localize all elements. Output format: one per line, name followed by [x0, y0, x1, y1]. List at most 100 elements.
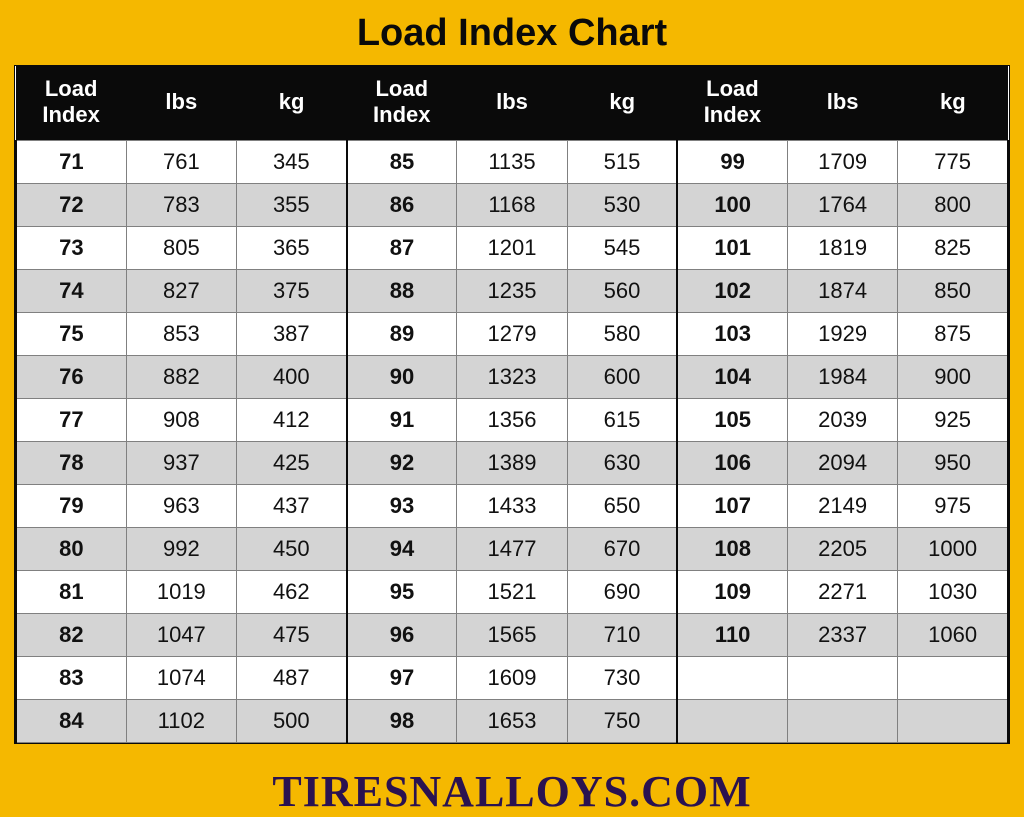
- cell-value: 925: [898, 399, 1008, 442]
- col-header: lbs: [126, 66, 236, 141]
- cell-load-index: 107: [677, 485, 787, 528]
- cell-value: 1819: [788, 227, 898, 270]
- cell-value: 530: [567, 184, 677, 227]
- cell-value: 1929: [788, 313, 898, 356]
- cell-value: 1060: [898, 614, 1008, 657]
- cell-value: 937: [126, 442, 236, 485]
- cell-value: 2271: [788, 571, 898, 614]
- header-row: Load IndexlbskgLoad IndexlbskgLoad Index…: [16, 66, 1008, 141]
- cell-value: 630: [567, 442, 677, 485]
- cell-load-index: 108: [677, 528, 787, 571]
- cell-value: 800: [898, 184, 1008, 227]
- cell-value: 1047: [126, 614, 236, 657]
- cell-load-index: 106: [677, 442, 787, 485]
- cell-value: 425: [236, 442, 346, 485]
- cell-value: 1279: [457, 313, 567, 356]
- page-title: Load Index Chart: [357, 12, 667, 55]
- table-header: Load IndexlbskgLoad IndexlbskgLoad Index…: [16, 66, 1008, 141]
- cell-value: 1135: [457, 141, 567, 184]
- cell-value: 875: [898, 313, 1008, 356]
- table-row: 727833558611685301001764800: [16, 184, 1008, 227]
- cell-value: 908: [126, 399, 236, 442]
- cell-value: 2337: [788, 614, 898, 657]
- cell-value: 412: [236, 399, 346, 442]
- cell-value: 650: [567, 485, 677, 528]
- cell-value: 850: [898, 270, 1008, 313]
- cell-value: [898, 700, 1008, 743]
- col-header: lbs: [457, 66, 567, 141]
- cell-value: 900: [898, 356, 1008, 399]
- cell-value: 1653: [457, 700, 567, 743]
- cell-value: 1764: [788, 184, 898, 227]
- cell-value: 1019: [126, 571, 236, 614]
- cell-load-index: 103: [677, 313, 787, 356]
- cell-load-index: 102: [677, 270, 787, 313]
- cell-load-index: 96: [347, 614, 457, 657]
- cell-value: 775: [898, 141, 1008, 184]
- cell-value: 387: [236, 313, 346, 356]
- cell-value: 1984: [788, 356, 898, 399]
- table-row: 841102500981653750: [16, 700, 1008, 743]
- cell-value: 1477: [457, 528, 567, 571]
- cell-value: 462: [236, 571, 346, 614]
- cell-value: 963: [126, 485, 236, 528]
- cell-value: 600: [567, 356, 677, 399]
- cell-value: 805: [126, 227, 236, 270]
- cell-value: 515: [567, 141, 677, 184]
- table-row: 768824009013236001041984900: [16, 356, 1008, 399]
- cell-load-index: 97: [347, 657, 457, 700]
- cell-load-index: 100: [677, 184, 787, 227]
- cell-value: 545: [567, 227, 677, 270]
- cell-load-index: 110: [677, 614, 787, 657]
- cell-value: 710: [567, 614, 677, 657]
- table-row: 71761345851135515991709775: [16, 141, 1008, 184]
- cell-value: [898, 657, 1008, 700]
- cell-load-index: 101: [677, 227, 787, 270]
- col-header: kg: [567, 66, 677, 141]
- cell-load-index: 83: [16, 657, 126, 700]
- cell-value: 2149: [788, 485, 898, 528]
- cell-value: 2094: [788, 442, 898, 485]
- col-header: kg: [236, 66, 346, 141]
- cell-value: 1074: [126, 657, 236, 700]
- table-row: 831074487971609730: [16, 657, 1008, 700]
- cell-value: 2039: [788, 399, 898, 442]
- cell-value: 375: [236, 270, 346, 313]
- cell-value: 560: [567, 270, 677, 313]
- cell-value: 882: [126, 356, 236, 399]
- cell-value: 827: [126, 270, 236, 313]
- cell-value: 1874: [788, 270, 898, 313]
- table-row: 738053658712015451011819825: [16, 227, 1008, 270]
- cell-load-index: 94: [347, 528, 457, 571]
- table-body: 7176134585113551599170977572783355861168…: [16, 141, 1008, 743]
- cell-load-index: 91: [347, 399, 457, 442]
- cell-load-index: 109: [677, 571, 787, 614]
- cell-value: 1201: [457, 227, 567, 270]
- cell-load-index: 104: [677, 356, 787, 399]
- cell-value: 487: [236, 657, 346, 700]
- cell-load-index: 78: [16, 442, 126, 485]
- cell-load-index: 84: [16, 700, 126, 743]
- cell-load-index: 79: [16, 485, 126, 528]
- cell-load-index: 92: [347, 442, 457, 485]
- table-row: 748273758812355601021874850: [16, 270, 1008, 313]
- cell-value: 1102: [126, 700, 236, 743]
- cell-load-index: 86: [347, 184, 457, 227]
- cell-value: 750: [567, 700, 677, 743]
- cell-load-index: 77: [16, 399, 126, 442]
- cell-load-index: [677, 657, 787, 700]
- cell-load-index: 105: [677, 399, 787, 442]
- cell-load-index: 88: [347, 270, 457, 313]
- cell-load-index: 71: [16, 141, 126, 184]
- cell-value: 1433: [457, 485, 567, 528]
- cell-load-index: 87: [347, 227, 457, 270]
- cell-value: 783: [126, 184, 236, 227]
- cell-value: 1168: [457, 184, 567, 227]
- cell-value: 400: [236, 356, 346, 399]
- table-row: 82104747596156571011023371060: [16, 614, 1008, 657]
- cell-value: 975: [898, 485, 1008, 528]
- cell-load-index: 95: [347, 571, 457, 614]
- table-row: 758533878912795801031929875: [16, 313, 1008, 356]
- cell-value: 1323: [457, 356, 567, 399]
- footer-brand: TIRESNALLOYS.COM: [272, 766, 751, 817]
